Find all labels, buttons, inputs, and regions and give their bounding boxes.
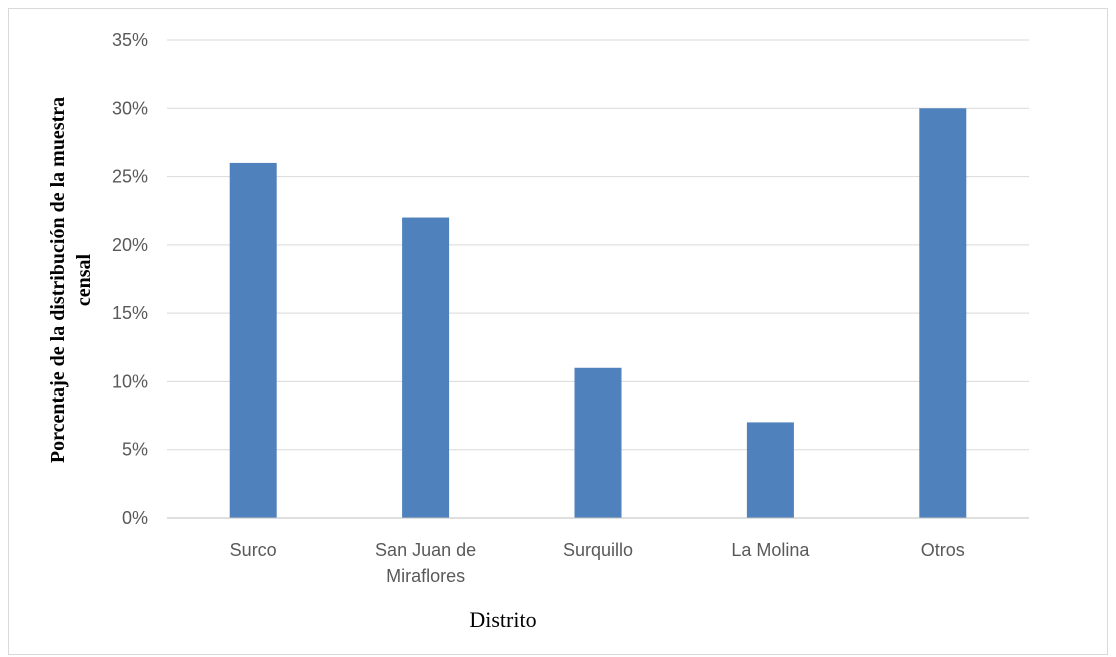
x-tick-labels: Surco San Juan de Miraflores Surquillo La Mo… bbox=[230, 540, 965, 586]
y-tick-label: 35% bbox=[112, 30, 148, 50]
y-tick-label: 0% bbox=[122, 508, 148, 528]
bar bbox=[229, 162, 277, 518]
y-tick-label: 15% bbox=[112, 303, 148, 323]
x-tick-label: Otros bbox=[921, 540, 965, 560]
gridlines bbox=[167, 39, 1029, 451]
y-tick-label: 25% bbox=[112, 167, 148, 187]
bar bbox=[919, 108, 967, 519]
x-axis-title: Distrito bbox=[469, 607, 536, 632]
bar bbox=[574, 367, 622, 518]
x-tick-label: La Molina bbox=[731, 540, 810, 560]
y-tick-label: 5% bbox=[122, 440, 148, 460]
y-tick-labels: 0% 5% 10% 15% 20% 25% 30% 35% bbox=[112, 30, 148, 528]
bars bbox=[229, 108, 967, 519]
bar bbox=[402, 217, 450, 519]
y-axis-title: Porcentaje de la distribución de la mues… bbox=[47, 97, 95, 463]
y-tick-label: 20% bbox=[112, 235, 148, 255]
y-tick-label: 10% bbox=[112, 371, 148, 391]
x-tick-label: San Juan de Miraflores bbox=[375, 540, 476, 586]
bar bbox=[746, 422, 794, 518]
x-tick-label: Surquillo bbox=[563, 540, 633, 560]
x-tick-label: Surco bbox=[230, 540, 277, 560]
y-tick-label: 30% bbox=[112, 98, 148, 118]
